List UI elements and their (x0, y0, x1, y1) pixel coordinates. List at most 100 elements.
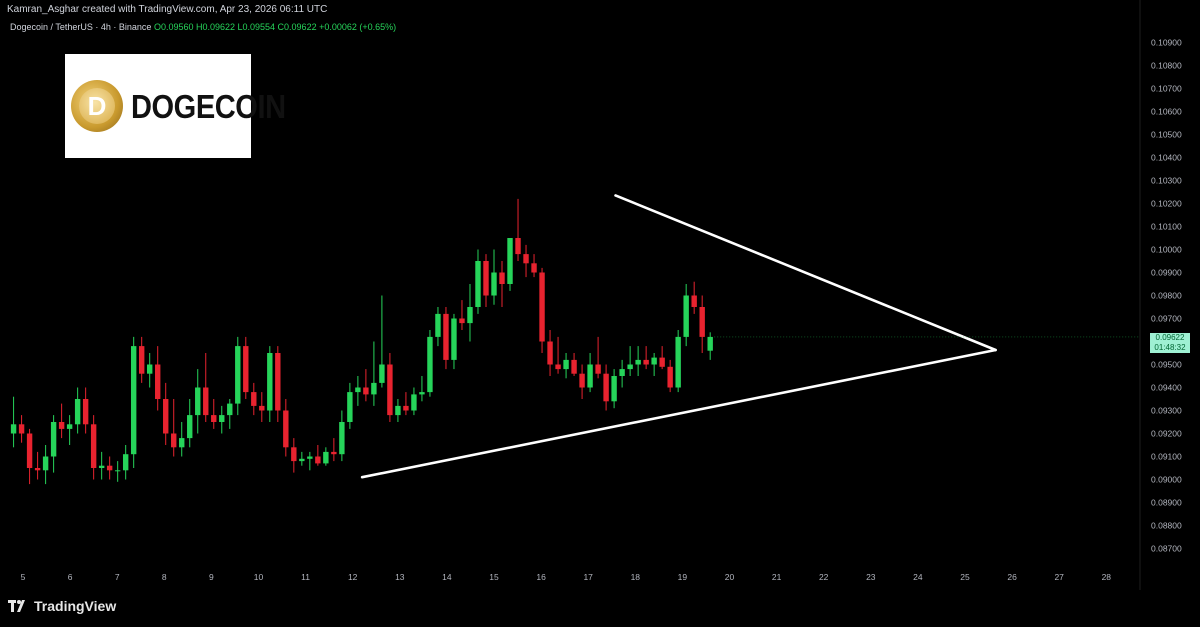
candle-body (155, 364, 161, 399)
candle (283, 399, 289, 457)
candle (10, 396, 17, 448)
candle-body (587, 364, 593, 388)
candle (691, 281, 697, 314)
time-tick-label: 11 (301, 572, 310, 582)
candle-body (491, 272, 497, 296)
candle (643, 346, 649, 370)
candle (507, 238, 513, 291)
candle-body (58, 422, 65, 429)
candle-body (483, 261, 489, 296)
candle (179, 422, 185, 457)
candle-body (106, 465, 113, 471)
candle (90, 415, 97, 480)
time-tick-label: 7 (115, 572, 120, 582)
tradingview-brand[interactable]: TradingView (8, 598, 116, 614)
time-tick-label: 9 (209, 572, 214, 582)
candle (371, 341, 377, 406)
price-tick-label: 0.08900 (1151, 498, 1182, 508)
price-tick-label: 0.10900 (1151, 38, 1182, 48)
time-tick-label: 8 (162, 572, 167, 582)
price-tick-label: 0.08800 (1151, 521, 1182, 531)
candle (683, 284, 689, 347)
candle (379, 295, 385, 388)
candle-body (579, 373, 585, 388)
candle-body (163, 399, 169, 434)
candle-body (363, 387, 369, 395)
time-tick-label: 17 (583, 572, 593, 582)
candle-body (74, 399, 81, 425)
candle (571, 353, 577, 376)
candle (331, 438, 337, 462)
dogecoin-logo: D DOGECOIN (65, 54, 286, 158)
candle (419, 376, 425, 402)
time-tick-label: 10 (254, 572, 264, 582)
trendline-lower (360, 348, 997, 479)
candle (323, 447, 329, 466)
candle (219, 405, 225, 434)
candle (555, 336, 561, 374)
logo-text: DOGECOIN (131, 88, 286, 125)
time-tick-label: 19 (678, 572, 688, 582)
candle-body (691, 295, 697, 307)
symbol-legend[interactable]: Dogecoin / TetherUS · 4h · Binance O0.09… (10, 22, 396, 32)
candle-body (50, 422, 57, 457)
time-tick-label: 25 (960, 572, 970, 582)
candle-body (475, 261, 481, 307)
price-tick-label: 0.09900 (1151, 268, 1182, 278)
candle (243, 336, 249, 399)
candle-body (507, 238, 513, 284)
time-tick-label: 15 (489, 572, 499, 582)
candle-body (299, 458, 305, 462)
ohlc-values: O0.09560 H0.09622 L0.09554 C0.09622 +0.0… (153, 22, 397, 32)
time-tick-label: 23 (866, 572, 876, 582)
candle-body (251, 392, 257, 406)
candle (635, 346, 641, 376)
candle (267, 346, 273, 422)
candle (443, 307, 449, 370)
price-tick-label: 0.09400 (1151, 383, 1182, 393)
candle-body (259, 405, 265, 411)
candle (187, 399, 193, 448)
candle-body (603, 373, 609, 402)
candle (579, 364, 585, 399)
candle (475, 249, 481, 314)
time-tick-label: 16 (536, 572, 546, 582)
candle-body (619, 369, 625, 376)
candle (667, 359, 673, 393)
candle-body (339, 422, 345, 455)
candle (539, 267, 545, 353)
candle (130, 336, 137, 468)
candle-body (26, 433, 33, 468)
trendlines-layer (360, 194, 997, 479)
candle-body (699, 307, 705, 337)
tradingview-name: TradingView (34, 598, 117, 614)
bar-countdown: 01:48:32 (1154, 343, 1186, 352)
candle (34, 451, 41, 480)
candle (659, 346, 665, 370)
footer (0, 590, 1200, 627)
candle-body (347, 392, 353, 422)
candle-body (531, 263, 537, 273)
candle-body (227, 403, 233, 416)
price-tick-label: 0.09000 (1151, 475, 1182, 485)
candle-body (90, 424, 97, 468)
time-tick-label: 14 (442, 572, 452, 582)
candle (459, 300, 465, 330)
candle-body (371, 382, 377, 395)
candle-body (707, 336, 713, 351)
candle (523, 244, 529, 278)
candle-body (307, 456, 313, 459)
candle (291, 438, 297, 473)
candle (515, 198, 521, 261)
candle (531, 254, 537, 278)
candle-body (659, 357, 665, 367)
candle (42, 445, 49, 485)
candle-body (443, 313, 449, 360)
candle (355, 376, 361, 406)
candle-body (643, 359, 649, 365)
candle-body (403, 405, 409, 411)
price-tick-label: 0.09800 (1151, 291, 1182, 301)
time-tick-label: 13 (395, 572, 405, 582)
current-price-badge: 0.09622 01:48:32 (1150, 333, 1190, 353)
